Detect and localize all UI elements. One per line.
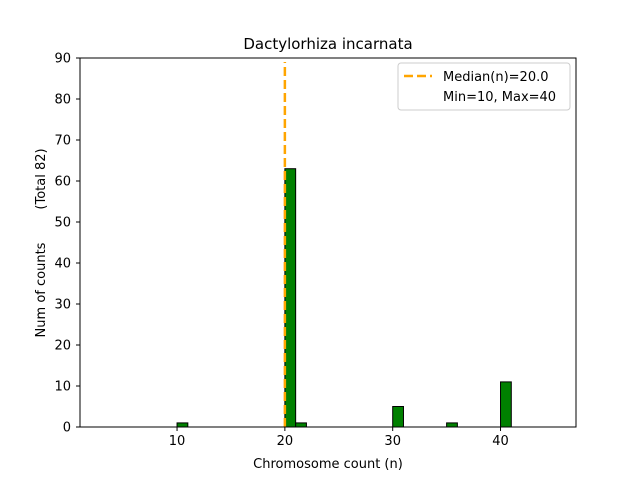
chart-title: Dactylorhiza incarnata: [243, 35, 412, 53]
y-tick-label: 0: [63, 421, 71, 436]
y-tick-label: 20: [54, 339, 71, 354]
y-tick-label: 60: [54, 175, 71, 190]
legend: Median(n)=20.0 Min=10, Max=40: [397, 62, 571, 111]
y-tick-label: 30: [54, 298, 71, 313]
y-tick-label: 80: [54, 93, 71, 108]
y-tick-label: 50: [54, 216, 71, 231]
x-tick-label: 10: [169, 434, 186, 449]
y-axis-ticks: 0 10 20 30 40 50 60 70 80 90: [54, 52, 80, 436]
y-axis-label: Num of counts: [34, 242, 49, 337]
x-axis-label: Chromosome count (n): [253, 457, 403, 472]
x-axis-ticks: 10 20 30 40: [169, 427, 509, 449]
x-tick-label: 40: [492, 434, 509, 449]
legend-minmax-label: Min=10, Max=40: [443, 90, 556, 105]
y-tick-label: 70: [54, 134, 71, 149]
bar-n21: [295, 422, 307, 428]
plot-frame: [79, 57, 577, 428]
bar-n30: [392, 406, 404, 428]
bar-n20: [284, 168, 297, 428]
y-axis-total-note: (Total 82): [34, 148, 49, 209]
x-tick-label: 20: [277, 434, 294, 449]
y-tick-label: 90: [54, 52, 71, 67]
legend-box: [397, 62, 571, 111]
bar-n40: [500, 381, 512, 428]
bar-n35: [446, 422, 458, 428]
bar-n10: [176, 422, 189, 428]
y-tick-label: 40: [54, 257, 71, 272]
y-tick-label: 10: [54, 380, 71, 395]
x-tick-label: 30: [384, 434, 401, 449]
legend-median-label: Median(n)=20.0: [443, 70, 549, 85]
